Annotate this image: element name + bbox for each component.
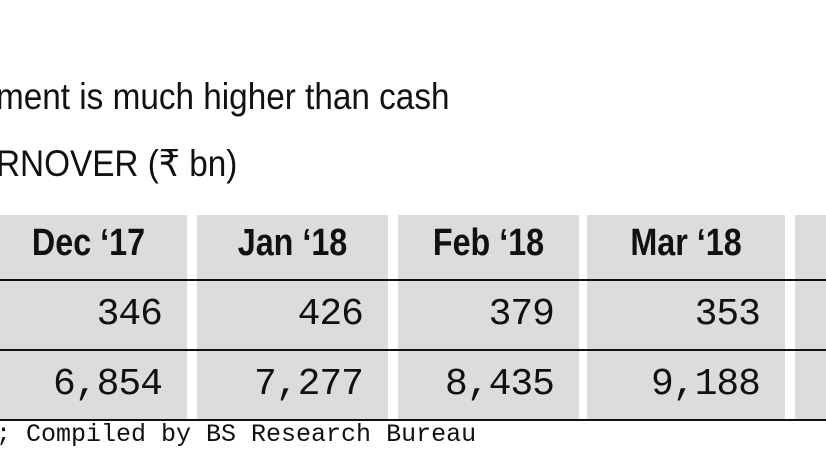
- table-value: 7,277: [253, 363, 364, 406]
- source-note: ; Compiled by BS Research Bureau: [0, 420, 477, 449]
- table-value: 6,854: [52, 363, 163, 406]
- table-cell: [398, 215, 579, 420]
- row-rule: [0, 419, 826, 421]
- table-cell: [197, 215, 388, 420]
- table-value: 8,435: [444, 363, 555, 406]
- row-rule: [0, 279, 826, 281]
- row-rule: [0, 349, 826, 351]
- column-header: Mar ‘18: [630, 222, 742, 264]
- title-line: ment is much higher than cash: [0, 76, 450, 117]
- column-header: Dec ‘17: [31, 222, 146, 264]
- table-value: 353: [694, 293, 761, 336]
- table-value: 426: [297, 293, 364, 336]
- column-header: Feb ‘18: [432, 222, 545, 264]
- title-line: RNOVER (₹ bn): [0, 143, 238, 184]
- table-cell: [587, 215, 785, 420]
- table-value: 9,188: [650, 363, 761, 406]
- table-value: 379: [488, 293, 555, 336]
- table-cell: [0, 215, 187, 420]
- table-value: 346: [96, 293, 163, 336]
- column-header: Jan ‘18: [237, 222, 348, 264]
- cut-column: [795, 215, 826, 420]
